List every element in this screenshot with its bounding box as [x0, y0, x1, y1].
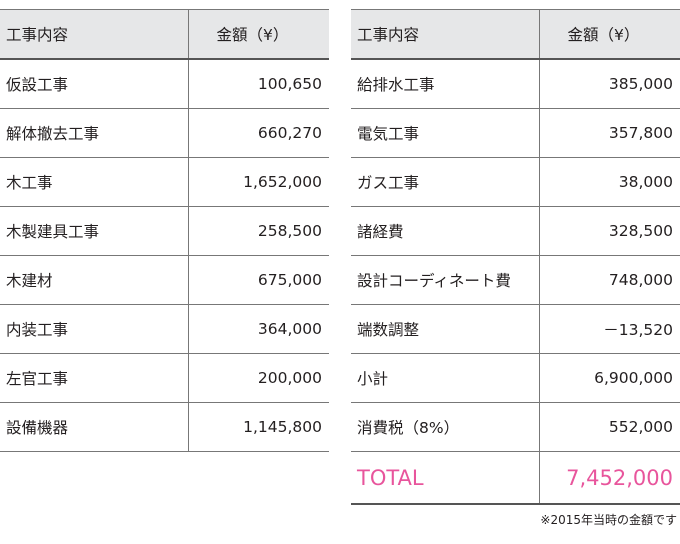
header-item: 工事内容 [0, 9, 188, 60]
total-row: TOTAL 7,452,000 [351, 451, 680, 505]
table-header-row: 工事内容 金額（¥） [0, 9, 329, 60]
header-amount: 金額（¥） [538, 9, 680, 60]
row-item: 電気工事 [351, 108, 539, 158]
row-item: 諸経費 [351, 206, 539, 256]
row-amount: 328,500 [538, 206, 680, 256]
row-item: 消費税（8%） [351, 402, 539, 452]
row-amount: 675,000 [187, 255, 329, 305]
row-amount: 660,270 [187, 108, 329, 158]
table-row: 給排水工事 385,000 [351, 59, 680, 109]
row-amount: 38,000 [538, 157, 680, 207]
table-row: 小計 6,900,000 [351, 353, 680, 403]
row-amount: 364,000 [187, 304, 329, 354]
row-amount: 1,145,800 [187, 402, 329, 452]
row-amount: 200,000 [187, 353, 329, 403]
table-row: 諸経費 328,500 [351, 206, 680, 256]
row-amount: 258,500 [187, 206, 329, 256]
row-amount: 1,652,000 [187, 157, 329, 207]
row-item: 給排水工事 [351, 59, 539, 109]
row-item: 小計 [351, 353, 539, 403]
row-item: 内装工事 [0, 304, 188, 354]
table-row: 木工事 1,652,000 [0, 157, 329, 207]
row-item: 木工事 [0, 157, 188, 207]
row-item: 左官工事 [0, 353, 188, 403]
table-row: 端数調整 －13,520 [351, 304, 680, 354]
header-amount: 金額（¥） [187, 9, 329, 60]
row-item: 木建材 [0, 255, 188, 305]
table-row: 電気工事 357,800 [351, 108, 680, 158]
row-amount: 552,000 [538, 402, 680, 452]
row-amount: －13,520 [538, 304, 680, 354]
table-row: 設備機器 1,145,800 [0, 402, 329, 452]
row-amount: 385,000 [538, 59, 680, 109]
table-row: 設計コーディネート費 748,000 [351, 255, 680, 305]
row-item: ガス工事 [351, 157, 539, 207]
footnote: ※2015年当時の金額です [540, 513, 677, 527]
row-item: 仮設工事 [0, 59, 188, 109]
table-row: 左官工事 200,000 [0, 353, 329, 403]
total-amount: 7,452,000 [538, 451, 680, 505]
table-header-row: 工事内容 金額（¥） [351, 9, 680, 60]
row-amount: 6,900,000 [538, 353, 680, 403]
row-item: 解体撤去工事 [0, 108, 188, 158]
table-row: 消費税（8%） 552,000 [351, 402, 680, 452]
table-row: 解体撤去工事 660,270 [0, 108, 329, 158]
row-item: 設備機器 [0, 402, 188, 452]
row-amount: 748,000 [538, 255, 680, 305]
row-amount: 357,800 [538, 108, 680, 158]
table-row: 木建材 675,000 [0, 255, 329, 305]
total-label: TOTAL [351, 451, 539, 505]
table-row: 内装工事 364,000 [0, 304, 329, 354]
row-item: 端数調整 [351, 304, 539, 354]
header-item: 工事内容 [351, 9, 539, 60]
row-item: 木製建具工事 [0, 206, 188, 256]
table-row: 木製建具工事 258,500 [0, 206, 329, 256]
table-row: ガス工事 38,000 [351, 157, 680, 207]
row-item: 設計コーディネート費 [351, 255, 539, 305]
row-amount: 100,650 [187, 59, 329, 109]
cost-table-right: 工事内容 金額（¥） 給排水工事 385,000 電気工事 357,800 ガス工事… [351, 9, 680, 505]
cost-table-left: 工事内容 金額（¥） 仮設工事 100,650 解体撤去工事 660,270 木工事… [0, 9, 329, 452]
table-row: 仮設工事 100,650 [0, 59, 329, 109]
